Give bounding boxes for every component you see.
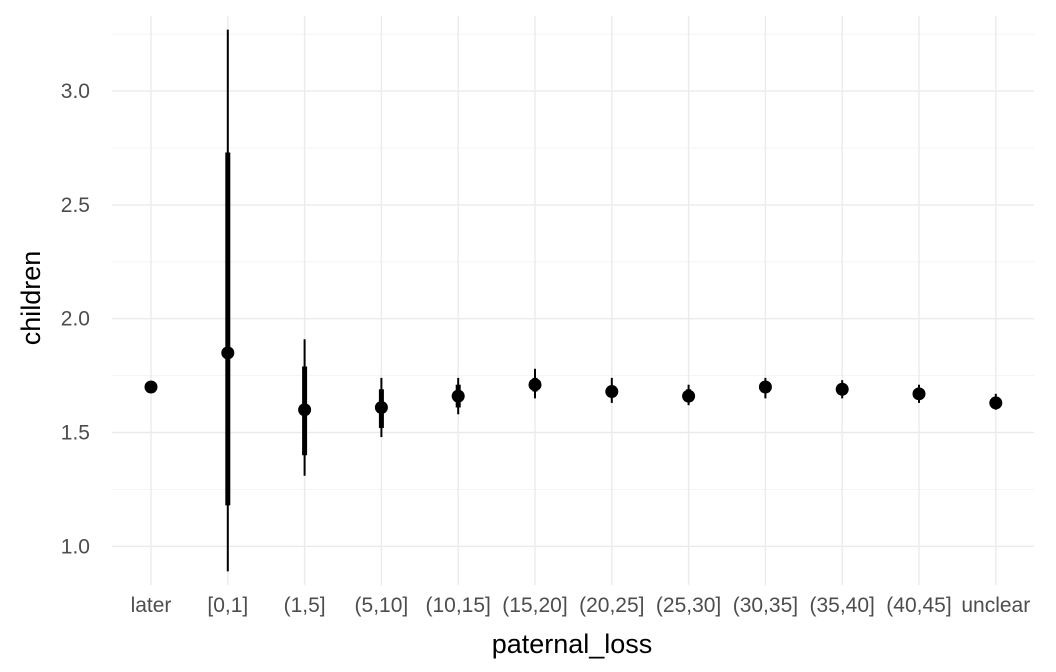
data-point [912, 387, 926, 401]
x-tick-label: (10,15] [426, 594, 491, 617]
x-axis-title: paternal_loss [492, 629, 653, 659]
data-marks [144, 29, 1003, 572]
data-point [528, 378, 542, 392]
y-axis-title: children [16, 251, 46, 346]
point-range-later [144, 380, 158, 394]
data-point [605, 385, 619, 399]
y-tick-label: 1.0 [61, 535, 90, 558]
x-tick-label: (35,40] [810, 594, 875, 617]
point-range-(1,5] [298, 339, 312, 476]
data-point [451, 389, 465, 403]
point-range-(5,10] [374, 377, 388, 438]
y-tick-label: 2.5 [61, 194, 90, 217]
x-tick-label: (30,35] [733, 594, 798, 617]
y-tick-label: 3.0 [61, 80, 90, 103]
point-range-(10,15] [451, 377, 465, 415]
data-point [835, 382, 849, 396]
point-range-unclear [989, 393, 1003, 410]
x-axis-ticks: later [0,1] (1,5] (5,10] (10,15] (15,20] (20,2… [131, 594, 1031, 617]
x-tick-label: later [131, 594, 172, 617]
point-range-(20,25] [605, 377, 619, 403]
data-point [374, 400, 388, 414]
x-tick-label: (25,30] [656, 594, 721, 617]
data-point [989, 396, 1003, 410]
data-point [298, 403, 312, 417]
x-tick-label: [0,1] [207, 594, 248, 617]
x-tick-label: (1,5] [284, 594, 326, 617]
x-tick-label: (5,10] [355, 594, 409, 617]
y-axis-ticks: 1.0 1.5 2.0 2.5 3.0 [61, 80, 90, 558]
point-range-(30,35] [758, 377, 772, 399]
x-tick-label: unclear [961, 594, 1030, 617]
grid [112, 16, 1034, 585]
point-range-[0,1] [221, 29, 235, 572]
data-point [758, 380, 772, 394]
x-tick-label: (20,25] [579, 594, 644, 617]
data-point [144, 380, 158, 394]
x-tick-label: (40,45] [886, 594, 951, 617]
y-tick-label: 1.5 [61, 422, 90, 445]
y-tick-label: 2.0 [61, 308, 90, 331]
data-point [221, 346, 235, 360]
x-tick-label: (15,20] [502, 594, 567, 617]
point-range-(35,40] [835, 380, 849, 399]
point-range-(15,20] [528, 368, 542, 399]
point-range-(40,45] [912, 384, 926, 403]
data-point [682, 389, 696, 403]
point-range-(25,30] [682, 384, 696, 406]
